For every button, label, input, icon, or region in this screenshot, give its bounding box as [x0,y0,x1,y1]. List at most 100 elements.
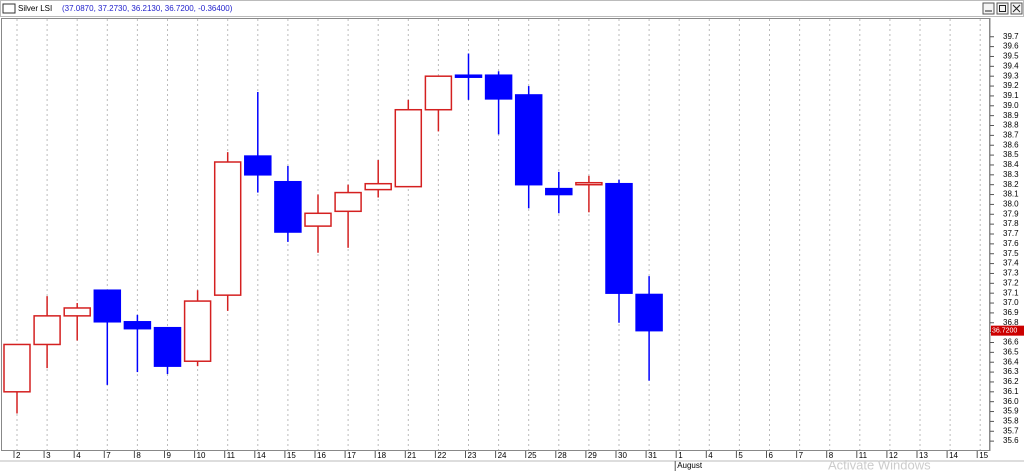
candle-body [364,182,392,191]
y-tick-label: 37.8 [1003,219,1019,228]
y-tick-label: 39.3 [1003,71,1019,80]
x-tick-label: 10 [197,451,206,460]
month-label: August [677,461,703,470]
candle-body [274,180,302,233]
window-icon [2,3,16,14]
y-tick-label: 38.4 [1003,160,1019,169]
x-tick-label: 16 [317,451,326,460]
watermark: Activate Windows [828,457,931,471]
x-tick-label: 5 [738,451,743,460]
x-tick-label: 9 [167,451,172,460]
y-tick-label: 38.7 [1003,130,1019,139]
y-tick-label: 39.2 [1003,81,1019,90]
candle-body [484,74,513,100]
minimize-button[interactable] [982,2,995,15]
y-tick-label: 36.9 [1003,308,1019,317]
y-tick-label: 39.6 [1003,42,1019,51]
x-tick-label: 13 [919,451,928,460]
x-tick-label: 12 [889,451,898,460]
y-tick-label: 37.4 [1003,259,1019,268]
y-tick-label: 36.5 [1003,347,1019,356]
x-tick-label: 14 [949,451,958,460]
title-values: (37.0870, 37.2730, 36.2130, 36.7200, -0.… [62,4,233,13]
candle-body [454,74,483,78]
x-tick-label: 22 [437,451,446,460]
y-tick-label: 36.6 [1003,338,1019,347]
x-tick-label: 2 [16,451,21,460]
y-tick-label: 38.0 [1003,200,1019,209]
last-price-label: 36.7200 [992,328,1017,335]
x-tick-label: 21 [407,451,416,460]
x-tick-label: 4 [76,451,81,460]
y-tick-label: 38.2 [1003,180,1019,189]
y-tick-label: 37.0 [1003,298,1019,307]
candle-body [575,181,603,186]
y-tick-label: 35.6 [1003,436,1019,445]
window-button-glyphs [985,4,1021,13]
x-tick-label: 18 [377,451,386,460]
candle-body [514,94,543,186]
y-tick-label: 38.1 [1003,190,1019,199]
y-tick-label: 36.3 [1003,367,1019,376]
candle-body [394,108,423,188]
y-tick-label: 37.6 [1003,239,1019,248]
y-tick-label: 37.7 [1003,229,1019,238]
y-tick-label: 38.5 [1003,150,1019,159]
x-tick-label: 11 [227,451,236,460]
x-tick-label: 1 [678,451,683,460]
x-tick-label: 8 [829,451,834,460]
y-tick-label: 38.3 [1003,170,1019,179]
y-tick-label: 37.2 [1003,278,1019,287]
candle-body [545,187,573,196]
y-tick-label: 35.9 [1003,407,1019,416]
y-tick-label: 38.8 [1003,121,1019,130]
candle-body [33,315,61,346]
x-tick-label: 24 [498,451,507,460]
candle-body [304,212,332,227]
candle-body [123,321,152,330]
candle-body [635,293,663,332]
y-tick-label: 37.3 [1003,269,1019,278]
chart-title: Silver LSI [18,4,52,13]
candle-body [334,191,362,213]
x-tick-label: 28 [558,451,567,460]
y-tick-label: 39.1 [1003,91,1019,100]
y-tick-label: 36.4 [1003,357,1019,366]
candle-body [3,343,31,393]
y-tick-label: 35.8 [1003,417,1019,426]
x-tick-label: 8 [136,451,141,460]
y-tick-label: 39.4 [1003,61,1019,70]
candle-body [183,300,212,362]
x-tick-label: 7 [106,451,111,460]
y-tick-label: 36.1 [1003,387,1019,396]
x-tick-label: 30 [618,451,627,460]
x-tick-label: 15 [287,451,296,460]
y-tick-label: 39.0 [1003,101,1019,110]
last-price-box [991,325,1024,336]
x-tick-label: 25 [528,451,537,460]
x-tick-label: 14 [257,451,266,460]
y-tick-label: 37.1 [1003,288,1019,297]
y-tick-label: 39.5 [1003,52,1019,61]
x-tick-label: 31 [648,451,657,460]
x-tick-label: 7 [799,451,804,460]
x-tick-label: 4 [708,451,713,460]
candle-body [153,326,182,367]
x-tick-label: 11 [859,451,868,460]
y-tick-label: 38.6 [1003,140,1019,149]
x-tick-label: 3 [46,451,51,460]
candle-body [244,155,272,176]
maximize-button[interactable] [996,2,1009,15]
x-tick-label: 6 [769,451,774,460]
y-tick-label: 36.8 [1003,318,1019,327]
candle-body [424,75,453,111]
x-tick-label: 29 [588,451,597,460]
y-tick-label: 37.9 [1003,209,1019,218]
y-tick-label: 38.9 [1003,111,1019,120]
x-tick-label: 15 [979,451,988,460]
candle-body [93,289,122,323]
candle-body [605,182,633,294]
candle-body [63,307,91,317]
